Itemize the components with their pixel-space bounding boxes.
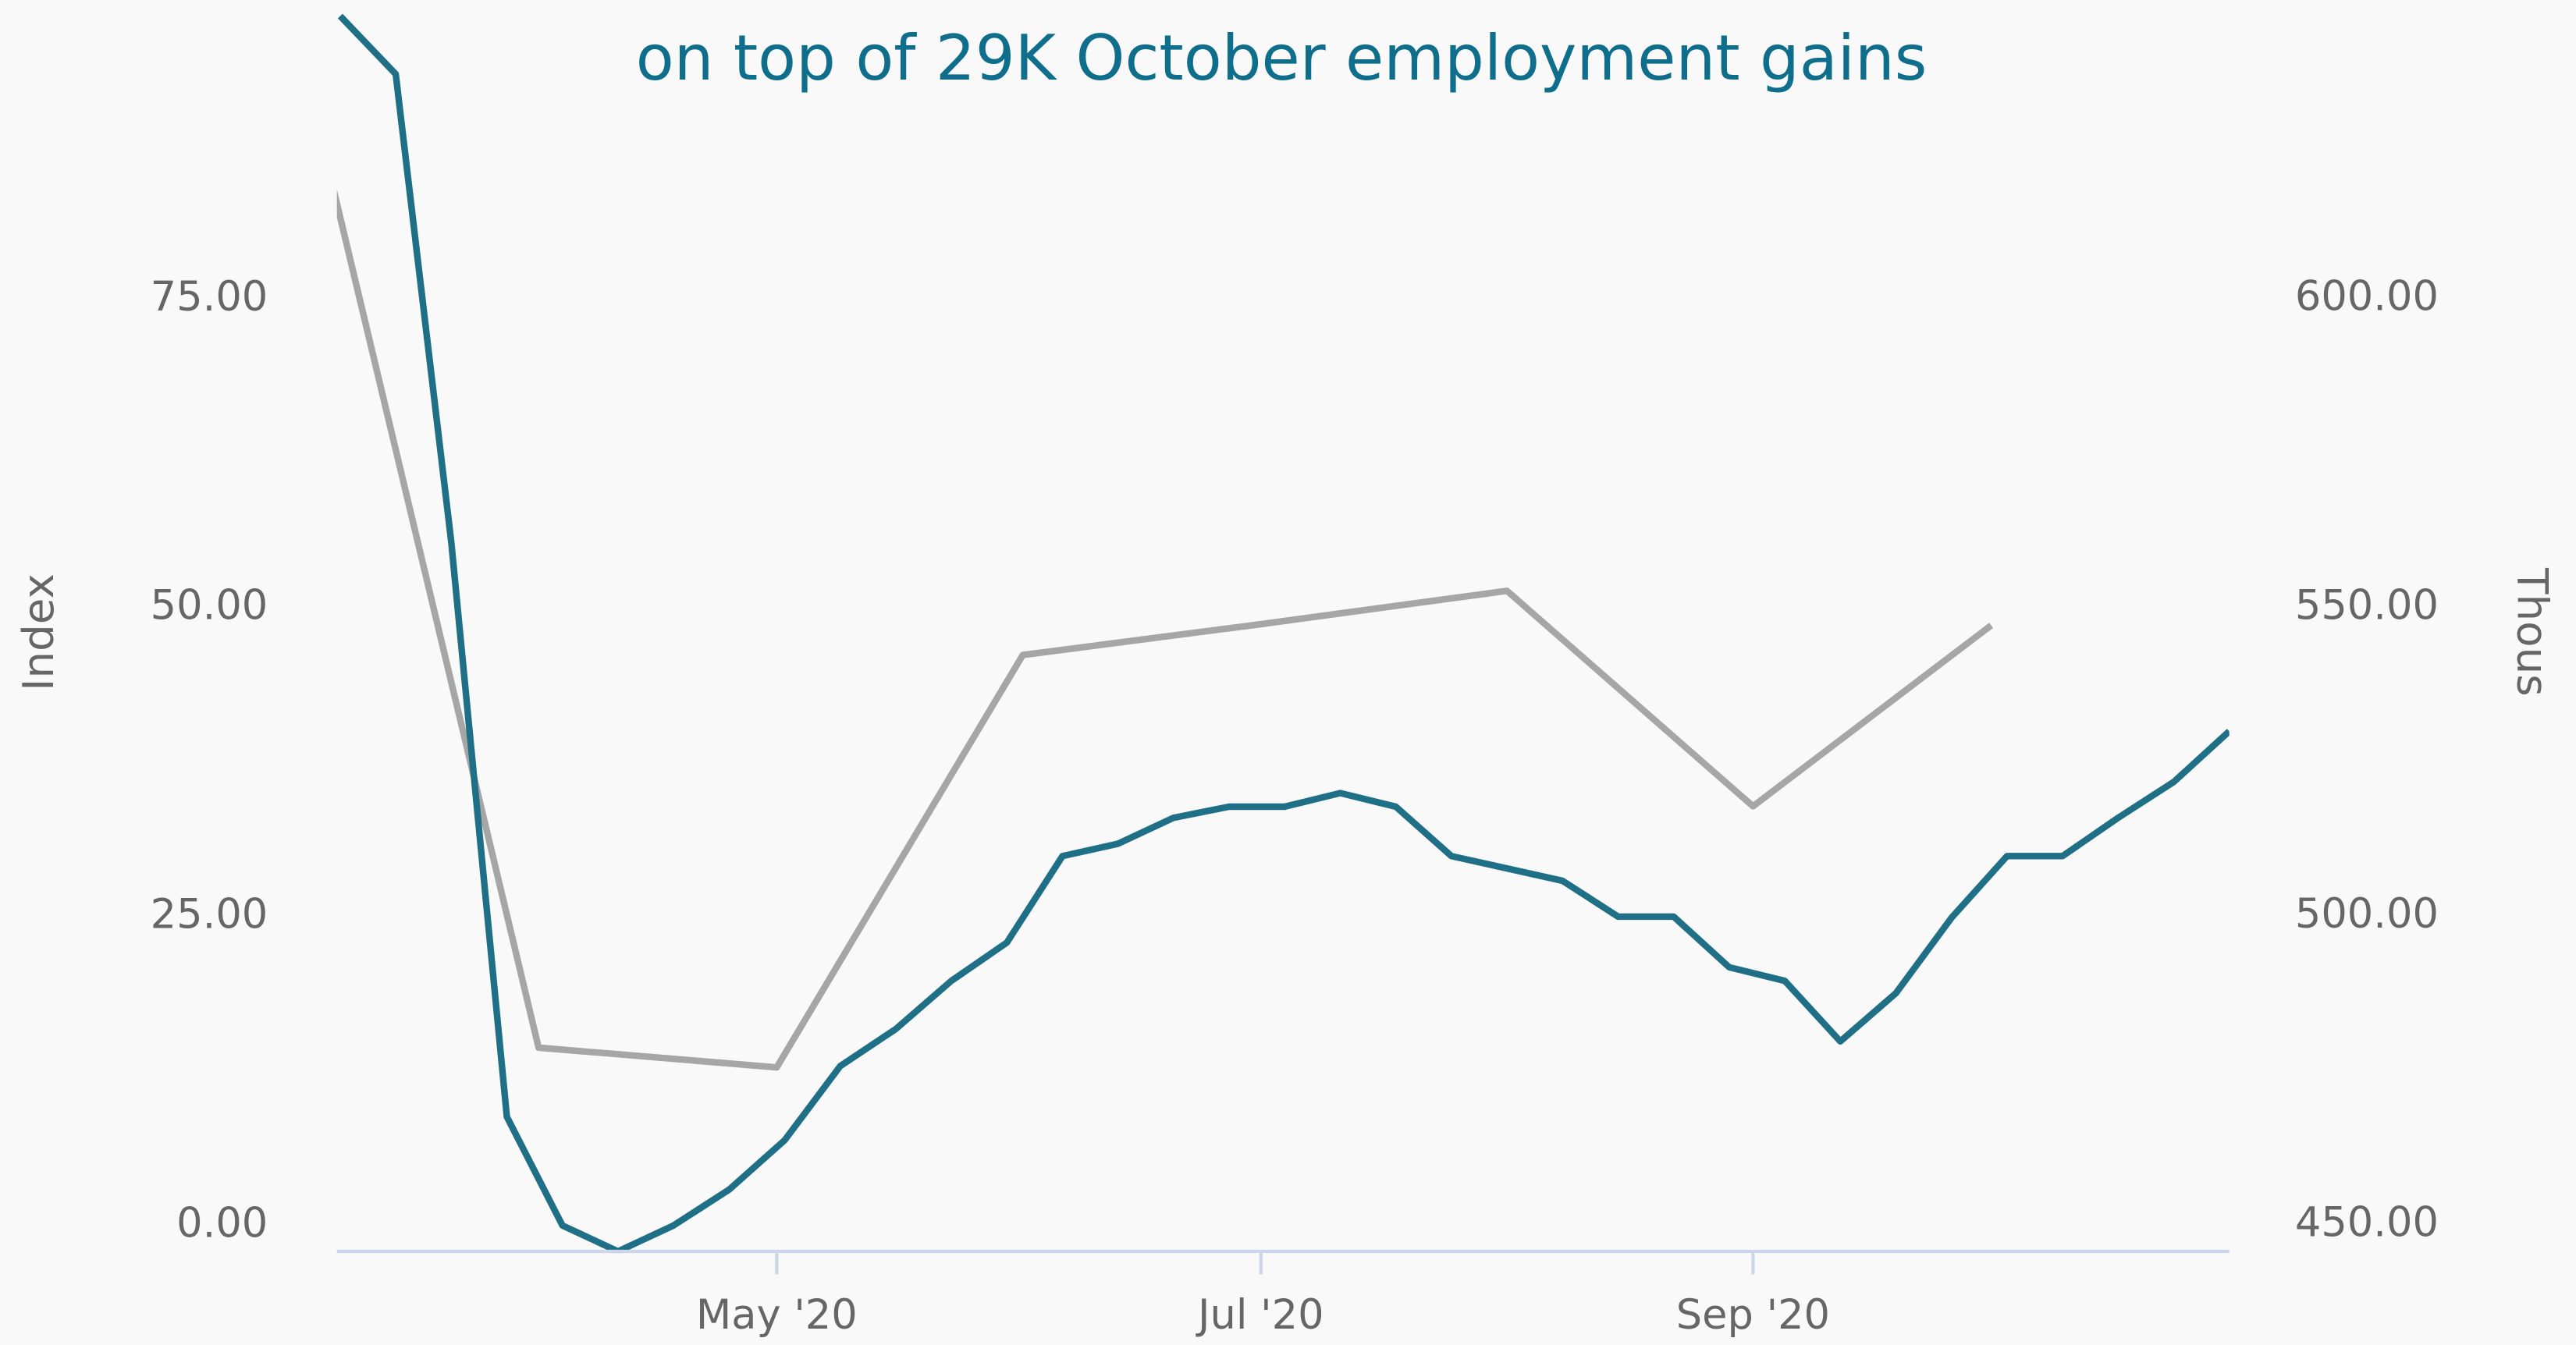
series-line	[336, 189, 1994, 1071]
y-tick-label: 0.00	[176, 1199, 268, 1247]
x-tick-label: Sep '20	[1676, 1291, 1830, 1339]
y2-tick-label: 500.00	[2295, 890, 2439, 938]
y2-tick-label: 450.00	[2295, 1199, 2439, 1247]
y-tick-label: 75.00	[151, 273, 268, 321]
y2-tick-label: 600.00	[2295, 273, 2439, 321]
x-tick-label: Jul '20	[1196, 1291, 1324, 1339]
plot-area	[336, 13, 2230, 1254]
x-tick-label: May '20	[696, 1291, 858, 1339]
y2-tick-label: 550.00	[2295, 581, 2439, 629]
y-axis-label: Index	[13, 573, 63, 691]
y-tick-label: 25.00	[151, 891, 268, 939]
series-line	[337, 13, 2230, 1254]
y2-axis-label: Thous	[2508, 567, 2558, 697]
chart-title: on top of 29K October employment gains	[636, 22, 1928, 94]
y-tick-label: 50.00	[151, 582, 268, 630]
